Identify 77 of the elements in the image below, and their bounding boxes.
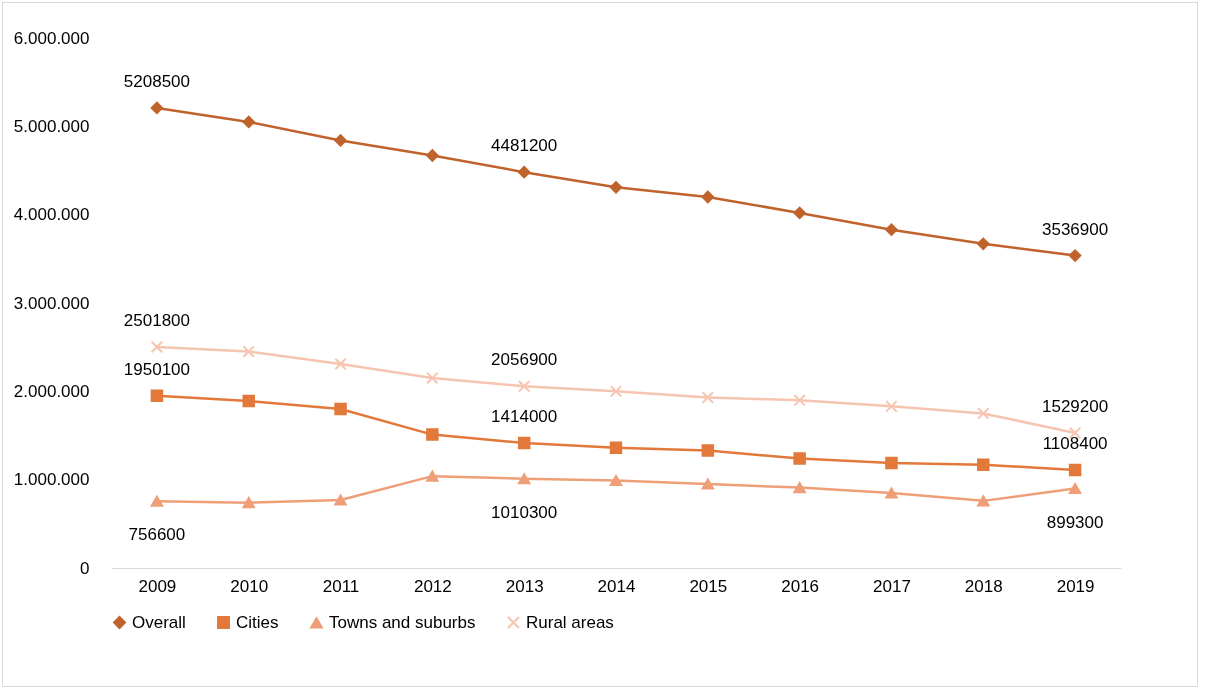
y-tick-label: 5.000.000: [13, 116, 90, 136]
point: [426, 470, 439, 482]
point: [701, 478, 715, 490]
point: [793, 482, 806, 494]
point: [793, 206, 806, 220]
y-tick-label: 1.000.000: [13, 470, 90, 490]
point: [334, 134, 347, 147]
point: [150, 495, 164, 507]
point: [701, 444, 715, 457]
point: [977, 495, 990, 507]
point: [150, 340, 164, 354]
legend-label: Towns and suburbs: [329, 612, 476, 632]
point: [242, 115, 255, 129]
point: [885, 456, 898, 470]
x-tick-label: 2009: [138, 576, 177, 596]
point: [517, 436, 531, 450]
point: [334, 402, 347, 416]
y-tick-label: 6.000.000: [13, 28, 90, 48]
point: [517, 165, 531, 179]
data-label: 756600: [128, 525, 186, 545]
x-tick-label: 2014: [597, 576, 636, 596]
x-tick-label: 2016: [781, 576, 820, 596]
data-label: 1108400: [1042, 434, 1108, 454]
data-label: 1010300: [491, 502, 558, 522]
x-tick-label: 2013: [505, 576, 544, 596]
data-label: 899300: [1046, 512, 1104, 532]
x-tick-label: 2017: [873, 576, 911, 596]
x-tick-label: 2012: [413, 576, 452, 596]
legend-label: Overall: [132, 612, 186, 632]
x-tick-label: 2019: [1056, 576, 1095, 596]
point: [609, 385, 623, 398]
data-label: 2501800: [123, 311, 190, 331]
point: [701, 190, 715, 204]
y-tick-label: 0: [80, 558, 90, 578]
x-tick-label: 2011: [322, 576, 360, 596]
point: [977, 237, 990, 251]
point: [885, 400, 898, 413]
point: [609, 475, 623, 487]
point: [334, 357, 347, 371]
point: [150, 389, 164, 402]
legend-label: Cities: [236, 612, 279, 632]
point: [426, 428, 439, 441]
x-tick-label: 2015: [689, 576, 728, 596]
y-tick-label: 2.000.000: [13, 381, 90, 401]
point: [1068, 249, 1082, 262]
data-label: 5208500: [123, 71, 190, 91]
point: [242, 394, 255, 408]
y-tick-label: 4.000.000: [13, 205, 90, 225]
x-tick-label: 2018: [964, 576, 1003, 596]
point: [242, 497, 255, 509]
data-label: 3536900: [1042, 219, 1109, 239]
data-label: 1950100: [123, 359, 190, 379]
point: [609, 181, 623, 194]
point: [150, 101, 164, 115]
point: [793, 393, 806, 407]
y-tick-label: 3.000.000: [13, 293, 90, 313]
x-tick-label: 2010: [230, 576, 269, 596]
data-label: 2056900: [491, 350, 558, 370]
point: [242, 345, 255, 358]
data-label: 1529200: [1042, 396, 1109, 416]
point: [1068, 463, 1082, 477]
point: [977, 407, 990, 420]
point: [885, 487, 898, 499]
point: [334, 494, 347, 506]
point: [426, 371, 439, 385]
point: [517, 380, 531, 393]
point: [701, 391, 715, 404]
data-label: 1414000: [491, 407, 558, 427]
point: [517, 473, 531, 485]
data-label: 4481200: [491, 136, 558, 156]
point: [1068, 483, 1082, 495]
point: [885, 223, 898, 236]
point: [609, 441, 623, 455]
point: [793, 452, 806, 465]
point: [426, 149, 439, 162]
legend-label: Rural areas: [526, 612, 614, 632]
point: [977, 458, 990, 471]
